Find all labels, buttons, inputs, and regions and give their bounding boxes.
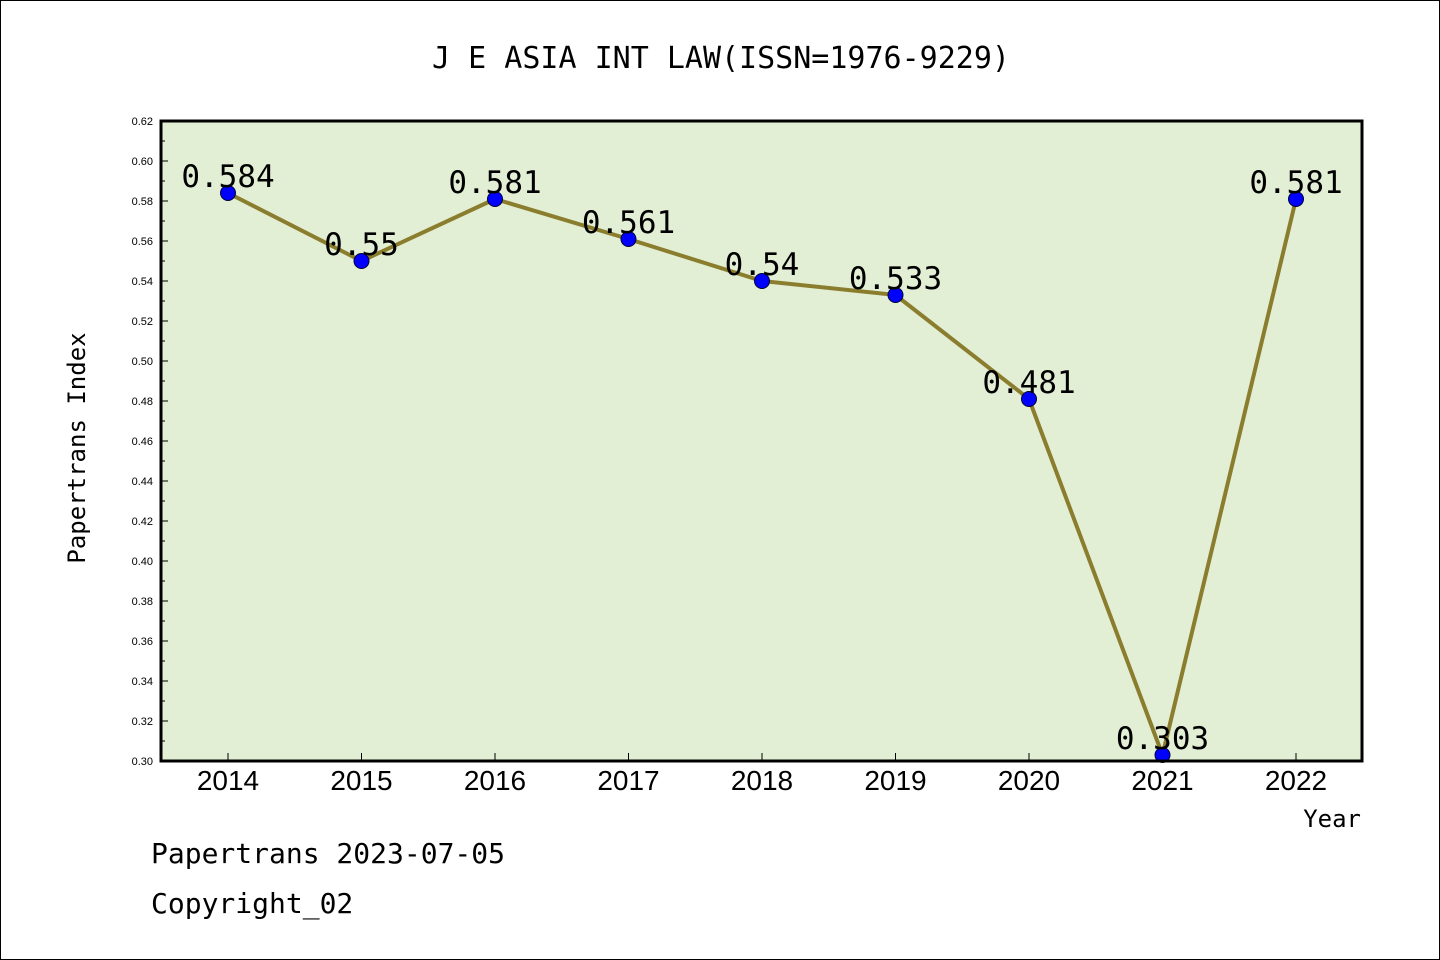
plot-area — [161, 121, 1362, 761]
data-value-label: 0.584 — [181, 159, 274, 195]
x-tick-label: 2019 — [864, 765, 926, 796]
data-value-label: 0.561 — [582, 205, 675, 241]
data-value-label: 0.303 — [1116, 721, 1209, 757]
x-tick-label: 2016 — [464, 765, 526, 796]
data-point-marker — [1288, 191, 1304, 207]
data-point-marker — [487, 191, 503, 207]
footer-copyright-text: Copyright_02 — [151, 887, 354, 920]
y-tick-label: 0.38 — [132, 596, 153, 608]
y-tick-label: 0.44 — [132, 476, 153, 488]
data-labels: 0.584 0.55 0.581 0.561 0.54 0.533 0.481 0.303 0.… — [181, 159, 1342, 757]
x-tick-label: 2020 — [998, 765, 1060, 796]
y-tick-label: 0.56 — [132, 236, 153, 248]
x-tick-label: 2021 — [1131, 765, 1193, 796]
x-axis-ticks: 2014 2015 2016 2017 2018 2019 2020 2021 2022 — [197, 753, 1327, 796]
data-point-marker — [754, 273, 770, 289]
y-tick-label: 0.32 — [132, 716, 153, 728]
y-tick-label: 0.52 — [132, 316, 153, 328]
data-value-label: 0.533 — [849, 261, 942, 297]
data-value-label: 0.54 — [725, 247, 800, 283]
y-tick-label: 0.46 — [132, 436, 153, 448]
x-tick-label: 2018 — [731, 765, 793, 796]
x-tick-label: 2022 — [1265, 765, 1327, 796]
x-tick-label: 2015 — [330, 765, 392, 796]
y-tick-label: 0.50 — [132, 356, 153, 368]
x-axis-label: Year — [1303, 805, 1361, 833]
footer-date-text: Papertrans 2023-07-05 — [151, 837, 506, 870]
y-axis-ticks: 0.30 0.32 0.34 0.36 0.38 0.40 0.42 0.44 0.46 0.48… — [132, 116, 168, 768]
plot-frame — [159, 119, 1364, 763]
y-tick-label: 0.48 — [132, 396, 153, 408]
data-value-label: 0.481 — [982, 365, 1075, 401]
y-tick-label: 0.62 — [132, 116, 153, 128]
y-tick-label: 0.54 — [132, 276, 153, 288]
data-value-label: 0.581 — [1249, 165, 1342, 201]
data-point-marker — [220, 185, 236, 201]
y-tick-label: 0.58 — [132, 196, 153, 208]
data-value-label: 0.581 — [448, 165, 541, 201]
y-tick-label: 0.34 — [132, 676, 153, 688]
y-axis-label: Papertrans Index — [63, 332, 91, 563]
data-point-marker — [353, 253, 370, 269]
x-tick-label: 2014 — [197, 765, 259, 796]
data-point-marker — [620, 231, 637, 247]
x-tick-label: 2017 — [597, 765, 659, 796]
y-tick-label: 0.40 — [132, 556, 153, 568]
y-tick-label: 0.60 — [132, 156, 153, 168]
data-point-marker — [1021, 391, 1037, 407]
series-markers — [220, 185, 1304, 763]
data-point-marker — [887, 287, 904, 303]
y-tick-label: 0.42 — [132, 516, 153, 528]
chart-title: J E ASIA INT LAW(ISSN=1976-9229) — [432, 41, 1010, 76]
y-tick-label: 0.30 — [132, 756, 153, 768]
data-value-label: 0.55 — [324, 227, 399, 263]
y-tick-label: 0.36 — [132, 636, 153, 648]
